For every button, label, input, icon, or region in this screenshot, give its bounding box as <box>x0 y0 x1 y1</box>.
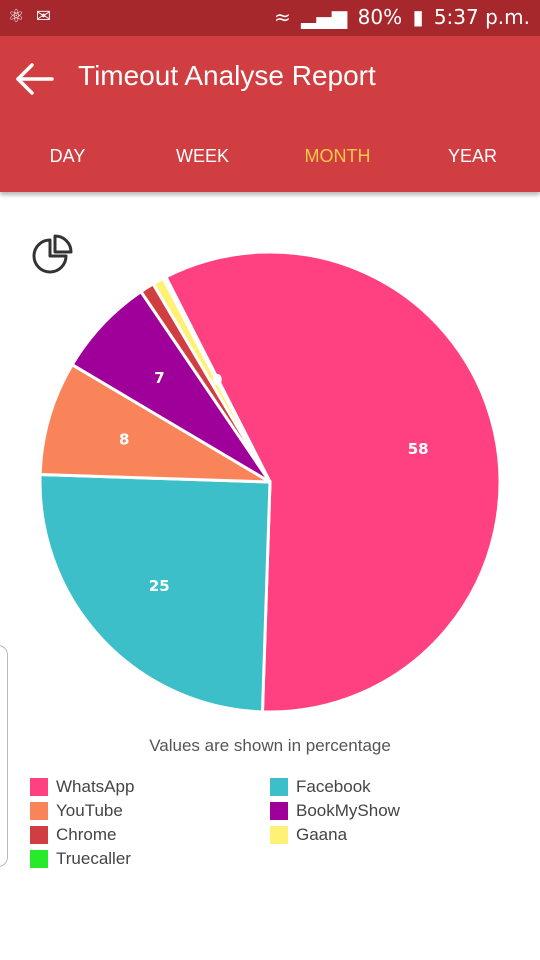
pie-label-facebook: 25 <box>149 577 170 595</box>
pie-label-bookmyshow: 7 <box>154 369 164 387</box>
legend-item-whatsapp: WhatsApp <box>30 776 134 798</box>
pie-label-truecaller: 0 <box>212 371 222 389</box>
status-bar: ⚛ ✉ ≈ ▂▄▆ 80% ▮ 5:37 p.m. <box>0 0 540 36</box>
chart-caption: Values are shown in percentage <box>149 736 391 755</box>
legend-item-facebook: Facebook <box>270 776 371 798</box>
legend-label: Truecaller <box>56 849 131 868</box>
pie-slice-bookmyshow <box>70 289 272 484</box>
legend-swatch <box>30 850 48 868</box>
legend-item-bookmyshow: BookMyShow <box>270 800 400 822</box>
tab-day[interactable]: DAY <box>49 146 86 166</box>
tab-week[interactable]: WEEK <box>175 146 229 166</box>
page-title: Timeout Analyse Report <box>78 60 376 91</box>
legend-swatch <box>270 826 288 844</box>
legend-label: BookMyShow <box>296 801 400 820</box>
period-tabs: DAY WEEK MONTH YEAR <box>0 120 540 192</box>
legend-label: Chrome <box>56 825 117 844</box>
clock: 5:37 p.m. <box>433 5 530 29</box>
legend-swatch <box>30 778 48 796</box>
legend-swatch <box>30 802 48 820</box>
tab-month[interactable]: MONTH <box>304 146 371 166</box>
legend-label: YouTube <box>56 801 123 820</box>
legend-swatch <box>30 826 48 844</box>
battery-level: 80% <box>357 5 403 29</box>
legend-item-youtube: YouTube <box>30 800 123 822</box>
edge-panel-handle[interactable] <box>0 645 8 867</box>
app-bar: Timeout Analyse Report <box>0 36 540 120</box>
battery-icon: ▮ <box>412 5 424 29</box>
legend-label: WhatsApp <box>56 777 135 796</box>
pie-slice-facebook <box>38 472 272 714</box>
signal-icon: ▂▄▆ <box>301 5 348 29</box>
legend-item-truecaller: Truecaller <box>30 848 131 870</box>
pie-label-youtube: 8 <box>119 430 129 448</box>
mail-icon: ✉ <box>35 6 51 27</box>
back-arrow-icon[interactable] <box>14 58 56 100</box>
legend-swatch <box>270 802 288 820</box>
legend-swatch <box>270 778 288 796</box>
legend-item-gaana: Gaana <box>270 824 347 846</box>
pie-slice-truecaller <box>161 274 272 483</box>
legend-label: Gaana <box>296 825 348 844</box>
pie-slice-youtube <box>38 362 271 484</box>
legend-item-chrome: Chrome <box>30 824 116 846</box>
pie-slice-whatsapp <box>163 250 502 714</box>
legend-label: Facebook <box>296 777 371 796</box>
pie-chart: 58 25 8 7 0 <box>38 250 502 714</box>
pie-chart-icon[interactable] <box>28 232 76 276</box>
pie-label-whatsapp: 58 <box>408 440 429 458</box>
notification-icon: ⚛ <box>8 6 25 27</box>
wifi-icon: ≈ <box>274 5 291 29</box>
tab-year[interactable]: YEAR <box>447 146 498 166</box>
